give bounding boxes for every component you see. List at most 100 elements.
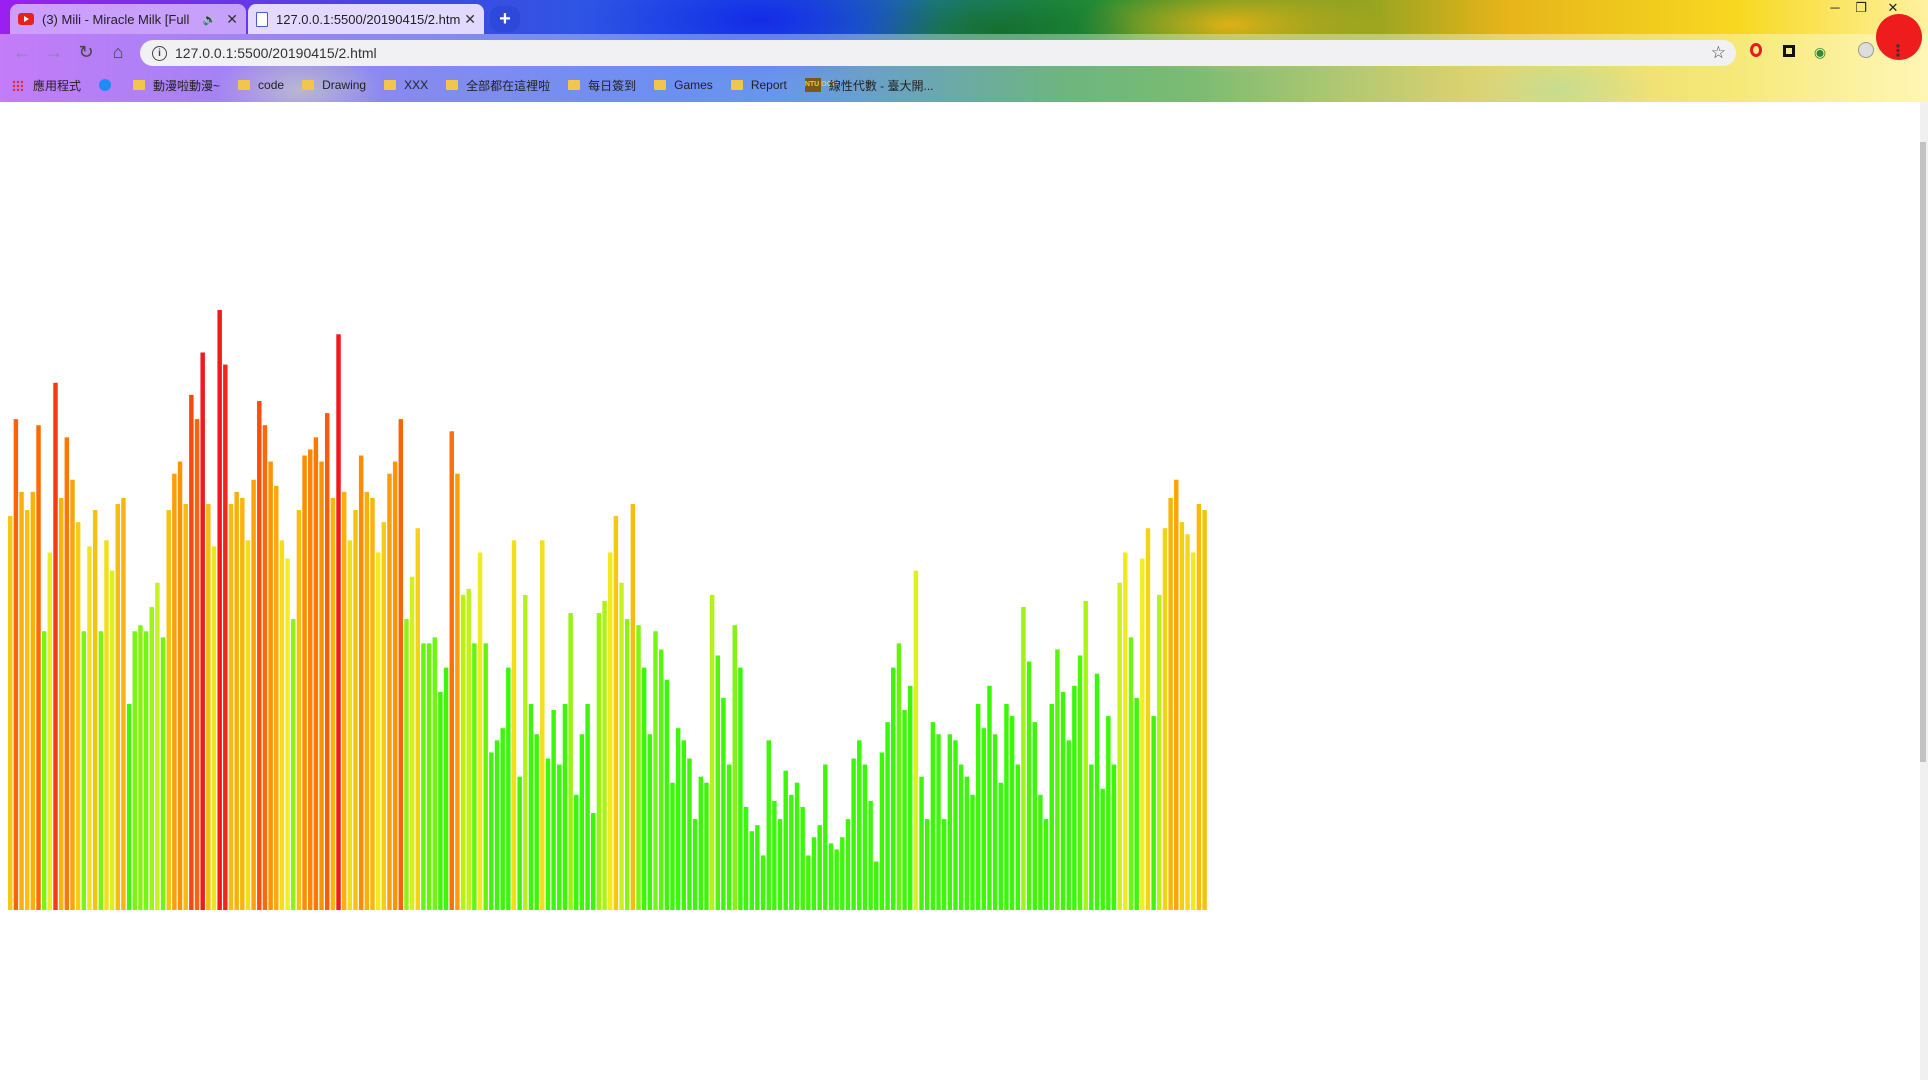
maximize-button[interactable]: ❐ <box>1855 0 1867 15</box>
back-button[interactable]: ← <box>13 42 31 62</box>
globe-extension-icon[interactable]: ◉ <box>1813 44 1827 60</box>
bar-149 <box>851 758 856 910</box>
bar-115 <box>658 649 664 910</box>
bar-0 <box>8 516 13 910</box>
speaker-icon[interactable]: 🔊 <box>202 13 217 26</box>
url-text[interactable]: 127.0.0.1:5500/20190415/2.html <box>175 45 377 61</box>
bookmark-folder[interactable]: XXX <box>384 78 428 92</box>
forward-button[interactable]: → <box>45 42 63 62</box>
bar-180 <box>1026 661 1032 910</box>
bar-118 <box>675 728 681 910</box>
bar-135 <box>772 800 777 910</box>
bar-48 <box>279 540 285 910</box>
bookmark-apps[interactable]: 應用程式 <box>12 77 81 94</box>
home-button[interactable]: ⌂ <box>112 42 124 62</box>
bar-162 <box>924 819 930 910</box>
bar-24 <box>143 631 149 910</box>
bar-86 <box>494 740 500 910</box>
screenshot-extension-icon[interactable] <box>1779 42 1799 62</box>
bar-74 <box>426 643 432 910</box>
bar-79 <box>455 473 460 910</box>
bar-123 <box>704 782 709 910</box>
bar-137 <box>783 770 788 910</box>
bar-60 <box>347 540 353 910</box>
bar-14 <box>87 546 92 910</box>
address-bar[interactable]: i 127.0.0.1:5500/20190415/2.html ☆ <box>140 40 1736 66</box>
bar-61 <box>353 510 358 910</box>
bar-187 <box>1066 740 1071 910</box>
site-info-icon[interactable]: i <box>152 45 167 61</box>
bar-3 <box>24 510 30 910</box>
bookmark-folder[interactable]: Games <box>654 78 713 92</box>
bar-154 <box>879 752 885 910</box>
minimize-button[interactable]: ─ <box>1830 0 1840 15</box>
bar-210 <box>1196 503 1202 910</box>
scrollbar-thumb[interactable] <box>1920 142 1926 762</box>
bar-206 <box>1174 479 1179 910</box>
bar-152 <box>868 800 873 910</box>
bar-110 <box>630 503 636 910</box>
close-tab-icon[interactable]: ✕ <box>464 10 476 27</box>
browser-menu-icon[interactable]: ⋮ <box>1890 43 1906 60</box>
bar-72 <box>415 528 421 910</box>
close-window-button[interactable]: ✕ <box>1887 0 1899 15</box>
bookmark-folder[interactable]: 動漫啦動漫~ <box>133 77 220 94</box>
bar-109 <box>624 619 630 910</box>
bar-42 <box>245 540 251 910</box>
opera-extension-icon[interactable] <box>1746 42 1766 62</box>
bar-64 <box>370 497 375 910</box>
bar-89 <box>511 540 517 910</box>
close-tab-icon[interactable]: ✕ <box>226 10 238 27</box>
bookmark-folder[interactable]: Drawing <box>302 78 366 92</box>
bar-106 <box>608 552 613 910</box>
reload-button[interactable]: ↻ <box>78 42 94 62</box>
bar-68 <box>392 461 398 910</box>
bar-4 <box>30 491 36 910</box>
bar-16 <box>98 631 104 910</box>
bar-169 <box>964 776 970 910</box>
bookmark-ntu-ocw[interactable]: NTU OCW 線性代數 - 臺大開... <box>804 77 934 94</box>
vertical-scrollbar[interactable] <box>1920 102 1928 1080</box>
bookmark-folder[interactable]: Report <box>730 78 787 92</box>
bar-144 <box>823 764 828 910</box>
bar-90 <box>517 776 522 910</box>
bookmarks-bar: 應用程式 動漫啦動漫~ code Drawing XXX 全部都在這裡啦 每日簽… <box>0 74 1928 96</box>
bar-18 <box>109 570 115 910</box>
bar-198 <box>1128 637 1134 910</box>
bookmark-star-icon[interactable]: ☆ <box>1710 43 1726 62</box>
bar-139 <box>794 782 800 910</box>
bar-202 <box>1151 716 1156 910</box>
bar-70 <box>404 619 409 910</box>
bookmark-folder[interactable]: 全部都在這裡啦 <box>446 77 550 94</box>
bar-132 <box>755 825 760 910</box>
bar-188 <box>1072 685 1077 910</box>
bar-69 <box>398 419 404 910</box>
bar-63 <box>364 491 370 910</box>
bookmark-folder[interactable]: 每日簽到 <box>568 77 636 94</box>
bookmark-messenger[interactable] <box>99 79 115 91</box>
new-tab-button[interactable]: + <box>490 6 520 32</box>
bar-55 <box>319 461 324 910</box>
bar-2 <box>19 491 24 910</box>
bar-62 <box>358 455 364 910</box>
bar-185 <box>1055 649 1060 910</box>
bar-95 <box>545 758 551 910</box>
bar-131 <box>749 831 754 910</box>
bar-199 <box>1134 697 1139 910</box>
tab-active-page[interactable]: 127.0.0.1:5500/20190415/2.htm ✕ <box>248 4 484 34</box>
tab-youtube[interactable]: (3) Mili - Miracle Milk [Full 🔊 ✕ <box>10 4 246 34</box>
bar-168 <box>958 764 964 910</box>
bar-156 <box>891 667 896 910</box>
bar-111 <box>636 625 641 910</box>
bar-25 <box>149 607 154 910</box>
bar-31 <box>183 503 188 910</box>
bar-178 <box>1015 764 1021 910</box>
bar-174 <box>992 734 998 910</box>
bookmark-folder[interactable]: code <box>238 78 284 92</box>
bar-39 <box>228 503 234 910</box>
profile-avatar-icon[interactable] <box>1856 42 1876 62</box>
bar-98 <box>562 703 568 910</box>
bar-84 <box>483 643 488 910</box>
bar-22 <box>132 631 137 910</box>
bar-43 <box>251 479 256 910</box>
